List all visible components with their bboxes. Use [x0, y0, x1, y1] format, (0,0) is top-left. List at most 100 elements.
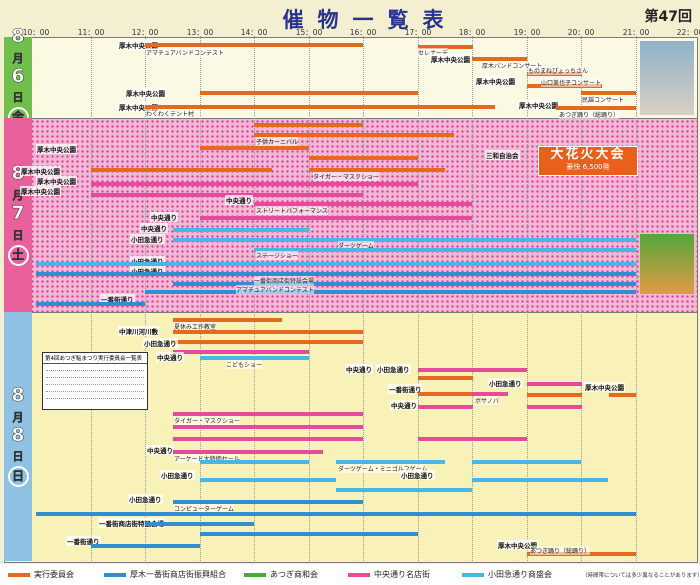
legend-item: 小田急通り商盛会 [462, 569, 552, 580]
event-bar [418, 437, 527, 441]
event-bar [173, 425, 363, 429]
event-label: アーケード大特価セール [174, 454, 240, 463]
venue-label: 一番街通り [100, 294, 135, 304]
event-bar [200, 460, 309, 464]
edition-label: 第47回 [644, 9, 692, 25]
event-label: 子供カーニバル [256, 137, 299, 146]
venue-label: 中央通り [225, 195, 253, 205]
time-tick: 10：00 [22, 28, 50, 37]
venue-label: 小田急通り [376, 364, 411, 374]
event-bar [609, 393, 636, 397]
event-bar [173, 330, 363, 334]
event-bar [145, 290, 636, 294]
venue-label: 厚木中央公園 [125, 88, 166, 98]
dancers-photo [640, 234, 694, 294]
venue-label: 一番街通り [388, 384, 423, 394]
event-label: ストリートパフォーマンス [256, 206, 328, 215]
grid-line [200, 36, 201, 561]
event-label: ダーツゲーム [338, 241, 374, 250]
event-bar [418, 368, 527, 372]
event-bar [200, 478, 336, 482]
time-tick: 16：00 [349, 28, 377, 37]
venue-label: 厚木中央公園 [475, 76, 516, 86]
venue-label: 中央通り [156, 352, 184, 362]
venue-label: 中央通り [140, 223, 168, 233]
legend: 実行委員会 厚木一番街商店街振興組合 あつぎ商和会 中央通り名店街 小田急通り商… [0, 564, 700, 585]
event-label: タイガー・マスクショー [174, 416, 241, 425]
event-bar [418, 45, 473, 49]
event-bar [36, 512, 636, 516]
venue-label: 厚木中央公園 [518, 100, 559, 110]
time-tick: 14：00 [240, 28, 268, 37]
event-bar [309, 168, 445, 172]
venue-label: 厚木中央公園 [36, 144, 77, 154]
venue-label: 厚木中央公園 [584, 382, 625, 392]
event-label: ステージショー [256, 251, 298, 260]
venue-label: 小田急通り [130, 234, 165, 244]
event-label: あつぎ踊り（総踊り） [530, 546, 591, 555]
event-bar [173, 437, 363, 441]
event-bar [472, 478, 608, 482]
venue-label: 三和自治会 [485, 150, 520, 160]
event-bar [36, 302, 145, 306]
legend-item: 厚木一番街商店街振興組合 [104, 569, 226, 580]
event-label: アマチュアバンドコンテスト [146, 48, 224, 57]
event-bar [527, 393, 582, 397]
venue-label: 厚木中央公園 [20, 166, 61, 176]
event-bar [91, 168, 272, 172]
event-bar [527, 382, 582, 386]
venue-label: 厚木中央公園 [497, 540, 538, 550]
time-tick: 17：00 [404, 28, 432, 37]
event-bar [527, 405, 582, 409]
event-bar [91, 544, 200, 548]
legend-note: （時間帯については多少異なることがあります） [582, 573, 700, 579]
event-label: こどもショー [226, 360, 263, 369]
event-label: ボサノバ [475, 396, 499, 405]
event-bar [91, 182, 418, 186]
legend-item: あつぎ商和会 [244, 569, 318, 580]
event-bar [36, 272, 636, 276]
time-tick: 18：00 [458, 28, 486, 37]
grid-line [472, 36, 473, 561]
time-tick: 12：00 [131, 28, 159, 37]
grid-line [309, 36, 310, 561]
event-bar [200, 216, 472, 220]
venue-label: 一番街商店街特設会場 [98, 518, 165, 528]
event-label: セレナーデ [418, 48, 449, 57]
venue-label: 中津川河川敷 [118, 326, 159, 336]
event-label: 夏休み工作教室 [174, 322, 217, 331]
time-tick: 11：00 [77, 28, 105, 37]
time-tick: 13：00 [186, 28, 214, 37]
event-bar [581, 91, 636, 95]
venue-label: 中央通り [146, 445, 174, 455]
venue-label: 小田急通り [488, 378, 523, 388]
event-label: あつぎ踊り（総踊り） [559, 110, 620, 119]
event-label: わくわくテント村 [146, 109, 195, 118]
event-bar [173, 450, 323, 454]
event-bar [472, 460, 581, 464]
grid-line [254, 36, 255, 561]
grid-line [581, 36, 582, 561]
time-tick: 21：00 [622, 28, 650, 37]
venue-label: 厚木中央公園 [20, 186, 61, 196]
event-bar [472, 392, 508, 396]
venue-label: 小田急通り [128, 494, 163, 504]
time-tick: 19：00 [513, 28, 541, 37]
event-bar [200, 146, 309, 150]
event-bar [254, 123, 363, 127]
event-bar [145, 522, 254, 526]
portrait-photo [640, 41, 694, 115]
event-bar [173, 340, 363, 344]
event-label: アマチュアバンドコンテスト [236, 285, 314, 294]
committee-info-box: 第4回あつぎ鮎まつり実行委員会一覧表 [42, 352, 148, 410]
venue-label: 小田急通り [400, 470, 435, 480]
time-axis: 10：00 11：00 12：00 13：00 14：00 15：00 16：0… [0, 27, 700, 37]
event-bar [173, 228, 309, 232]
event-label: 民謡コンサート [582, 95, 625, 104]
event-label: 厚木バンドコンサート [482, 61, 543, 70]
event-label: ものまねぴょっちさん [528, 66, 589, 75]
event-bar [173, 500, 363, 504]
event-bar [254, 202, 472, 206]
venue-label: 小田急通り [160, 470, 195, 480]
event-label: タイガー・マスクショー [313, 172, 380, 181]
